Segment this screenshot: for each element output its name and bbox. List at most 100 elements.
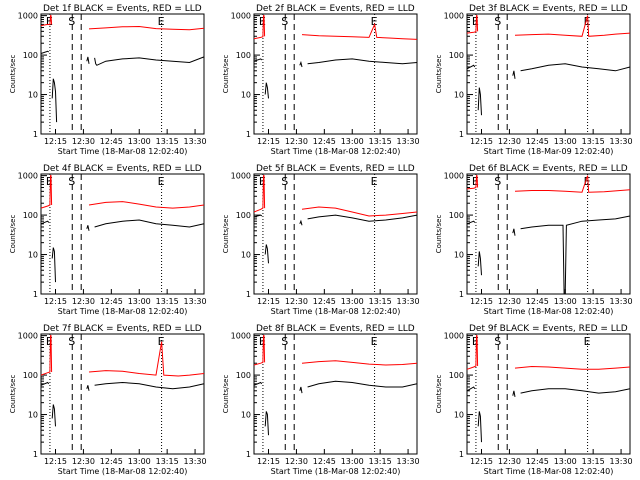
x-tick-label: 13:30 — [610, 457, 633, 466]
lld-series-line — [253, 15, 418, 40]
marker-label: E — [259, 15, 266, 28]
y-axis-label: Counts/sec — [222, 375, 230, 414]
x-axis-label: Start Time (18-Mar-08 12:02:40) — [58, 307, 188, 316]
y-tick-label: 10 — [241, 91, 251, 100]
x-tick-label: 13:30 — [184, 297, 207, 306]
x-tick-label: 12:15 — [44, 137, 67, 146]
detector-panel-3: Det 3f BLACK = Events, RED = LLD 1 10 100 10… — [435, 4, 633, 156]
y-tick-label: 100 — [236, 371, 251, 380]
x-tick-label: 12:15 — [257, 457, 280, 466]
y-tick-label: 10 — [454, 91, 464, 100]
x-tick-label: 12:45 — [100, 457, 123, 466]
x-tick-label: 12:30 — [285, 457, 308, 466]
detector-panel-8: Det 8f BLACK = Events, RED = LLD 1 10 100 10… — [222, 324, 420, 476]
detector-panel-1: Det 1f BLACK = Events, RED = LLD 1 10 100 10… — [9, 4, 207, 156]
y-tick-label: 10 — [454, 251, 464, 260]
x-tick-label: 13:30 — [610, 137, 633, 146]
marker-label: E — [371, 335, 378, 348]
x-tick-label: 13:00 — [128, 137, 151, 146]
x-tick-label: 13:30 — [397, 297, 420, 306]
y-tick-label: 1000 — [231, 12, 251, 21]
x-axis-label: Start Time (18-Mar-08 12:02:40) — [271, 307, 401, 316]
y-tick-label: 10 — [28, 91, 38, 100]
x-tick-label: 12:15 — [44, 457, 67, 466]
panel-title: Det 8f BLACK = Events, RED = LLD — [256, 324, 415, 334]
marker-label: E — [371, 15, 378, 28]
y-tick-label: 10 — [454, 411, 464, 420]
x-tick-label: 12:45 — [100, 297, 123, 306]
y-tick-label: 100 — [23, 211, 38, 220]
marker-label: E — [472, 15, 479, 28]
x-tick-label: 12:15 — [44, 297, 67, 306]
plot-frame — [253, 13, 418, 135]
x-tick-label: 12:45 — [526, 137, 549, 146]
y-axis-label: Counts/sec — [222, 215, 230, 254]
x-tick-label: 12:30 — [72, 137, 95, 146]
events-series-line — [40, 219, 205, 283]
panel-title: Det 7f BLACK = Events, RED = LLD — [43, 324, 202, 334]
x-tick-label: 13:15 — [582, 457, 605, 466]
y-axis-label: Counts/sec — [435, 375, 443, 414]
y-tick-label: 1000 — [18, 172, 38, 181]
y-tick-label: 10 — [28, 251, 38, 260]
marker-label: E — [46, 15, 53, 28]
x-tick-label: 13:30 — [184, 457, 207, 466]
y-tick-label: 10 — [28, 411, 38, 420]
x-axis-label: Start Time (18-Mar-08 12:02:40) — [484, 467, 614, 476]
marker-label: S — [494, 175, 501, 188]
y-axis-label: Counts/sec — [435, 55, 443, 94]
panel-title: Det 1f BLACK = Events, RED = LLD — [43, 4, 202, 14]
events-series-line — [466, 215, 631, 295]
y-tick-label: 100 — [449, 51, 464, 60]
x-tick-label: 13:00 — [554, 297, 577, 306]
marker-label: E — [46, 175, 53, 188]
marker-label: E — [472, 335, 479, 348]
plot-frame — [253, 173, 418, 295]
y-tick-label: 100 — [23, 51, 38, 60]
events-series-line — [253, 214, 418, 264]
y-tick-label: 1 — [246, 450, 251, 459]
plot-frame — [40, 333, 205, 455]
marker-label: S — [281, 335, 288, 348]
lld-series-line — [253, 175, 418, 217]
lld-series-line — [40, 335, 205, 377]
marker-label: S — [68, 15, 75, 28]
x-tick-label: 12:45 — [313, 137, 336, 146]
x-axis-label: Start Time (18-Mar-08 12:02:40) — [58, 467, 188, 476]
marker-label: E — [158, 335, 165, 348]
marker-label: E — [584, 175, 591, 188]
events-series-line — [253, 380, 418, 436]
y-tick-label: 1000 — [444, 12, 464, 21]
y-tick-label: 1 — [459, 290, 464, 299]
events-series-line — [40, 381, 205, 427]
marker-label: E — [158, 15, 165, 28]
y-tick-label: 1 — [246, 290, 251, 299]
y-axis-label: Counts/sec — [435, 215, 443, 254]
plot-frame — [466, 173, 631, 295]
y-axis-label: Counts/sec — [9, 215, 17, 254]
marker-label: E — [472, 175, 479, 188]
x-tick-label: 12:15 — [470, 297, 493, 306]
x-tick-label: 12:15 — [470, 137, 493, 146]
panel-title: Det 5f BLACK = Events, RED = LLD — [256, 164, 415, 174]
x-tick-label: 12:30 — [285, 137, 308, 146]
events-series-line — [466, 63, 631, 116]
detector-panel-9: Det 9f BLACK = Events, RED = LLD 1 10 100 10… — [435, 324, 633, 476]
x-axis-label: Start Time (18-Mar-09 12:02:40) — [484, 147, 614, 156]
marker-label: E — [158, 175, 165, 188]
x-tick-label: 12:30 — [498, 137, 521, 146]
marker-label: E — [584, 15, 591, 28]
y-tick-label: 10 — [241, 251, 251, 260]
x-tick-label: 12:30 — [72, 457, 95, 466]
events-series-line — [466, 386, 631, 443]
x-tick-label: 13:15 — [369, 297, 392, 306]
x-tick-label: 12:15 — [257, 297, 280, 306]
y-tick-label: 1000 — [444, 332, 464, 341]
marker-label: E — [371, 175, 378, 188]
x-tick-label: 12:30 — [498, 457, 521, 466]
y-tick-label: 100 — [23, 371, 38, 380]
x-tick-label: 12:30 — [285, 297, 308, 306]
x-tick-label: 12:15 — [257, 137, 280, 146]
panel-title: Det 2f BLACK = Events, RED = LLD — [256, 4, 415, 14]
y-tick-label: 10 — [241, 411, 251, 420]
